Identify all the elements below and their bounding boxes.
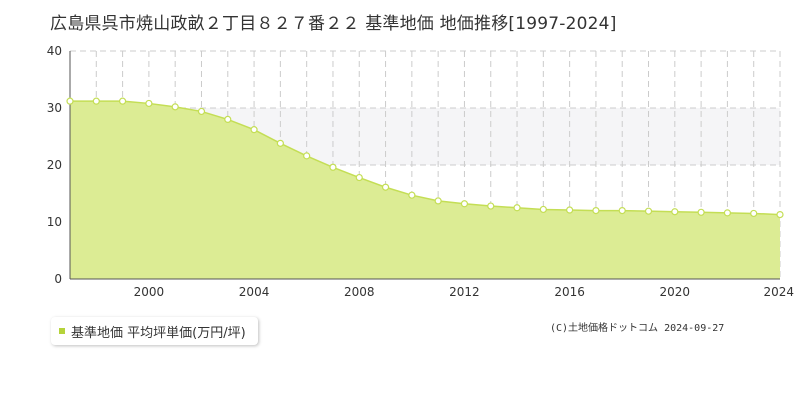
legend-label: 基準地価 平均坪単価(万円/坪) — [71, 325, 246, 341]
y-tick-label: 10 — [47, 215, 62, 229]
data-point — [539, 205, 547, 214]
data-point — [566, 206, 574, 214]
y-tick-label: 30 — [47, 101, 62, 115]
x-tick-label: 2000 — [134, 285, 165, 299]
data-point — [250, 126, 258, 134]
data-point — [171, 103, 179, 111]
x-tick-label: 2012 — [449, 285, 480, 299]
data-point — [750, 209, 758, 218]
data-point — [303, 152, 311, 160]
data-point — [592, 207, 600, 215]
data-point — [671, 208, 679, 216]
data-point — [487, 202, 495, 210]
x-tick-label: 2016 — [554, 285, 585, 299]
data-point — [355, 173, 363, 182]
data-point — [118, 97, 127, 105]
data-point — [618, 207, 626, 215]
legend: 基準地価 平均坪単価(万円/坪) — [51, 317, 258, 345]
data-point — [145, 99, 153, 108]
data-point — [66, 97, 74, 105]
data-point — [92, 97, 100, 105]
data-point — [776, 210, 784, 219]
data-point — [381, 183, 390, 191]
data-point — [723, 209, 732, 217]
data-point — [224, 115, 232, 124]
data-point — [197, 107, 206, 116]
legend-marker — [59, 328, 65, 334]
x-tick-label: 2008 — [344, 285, 375, 299]
x-tick-label: 2020 — [660, 285, 691, 299]
y-tick-label: 40 — [47, 44, 62, 58]
y-tick-label: 20 — [47, 158, 62, 172]
y-tick-label: 0 — [54, 272, 62, 286]
data-point — [434, 197, 442, 205]
x-tick-label: 2024 — [763, 285, 794, 299]
series-area — [70, 101, 780, 279]
data-point — [513, 204, 521, 212]
chart-title: 広島県呉市焼山政畝２丁目８２７番２２ 基準地価 地価推移[1997-2024] — [50, 14, 617, 34]
x-tick-label: 2004 — [239, 285, 270, 299]
data-point — [329, 163, 337, 171]
data-point — [644, 207, 653, 215]
data-point — [276, 139, 284, 147]
copyright-text: (C)土地価格ドットコム 2024-09-27 — [550, 323, 725, 334]
series-line — [70, 100, 781, 216]
data-point — [408, 191, 416, 199]
data-point — [697, 208, 705, 216]
data-point — [460, 200, 469, 208]
